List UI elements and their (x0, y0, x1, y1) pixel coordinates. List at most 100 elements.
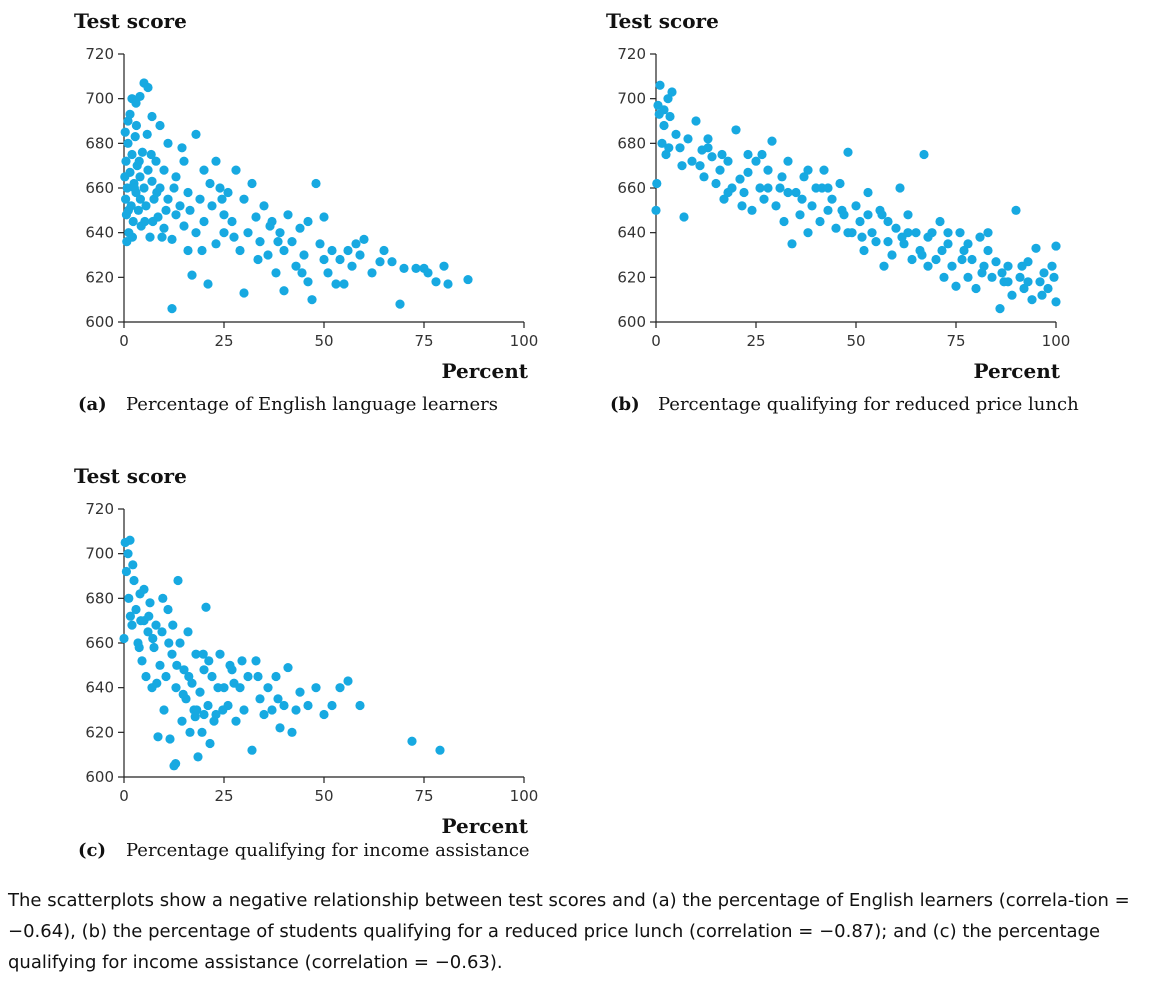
data-point (159, 223, 169, 233)
data-point (163, 194, 173, 204)
data-point (823, 183, 833, 193)
data-point (239, 705, 249, 715)
y-tick-label: 680 (617, 134, 646, 152)
data-point (158, 593, 168, 603)
data-point (267, 705, 277, 715)
data-point (299, 250, 309, 260)
data-point (185, 727, 195, 737)
data-point (947, 261, 957, 271)
data-point (791, 187, 801, 198)
x-tick-label: 25 (214, 787, 233, 805)
data-point (203, 700, 213, 711)
data-point (205, 178, 215, 189)
data-point (715, 165, 725, 175)
data-point (123, 205, 133, 215)
data-point (777, 172, 787, 182)
x-tick-label: 50 (846, 332, 865, 350)
panel-label: (c) (78, 840, 106, 861)
data-point (731, 125, 741, 135)
data-point (143, 627, 153, 637)
data-point (351, 239, 361, 249)
data-point (737, 201, 747, 211)
data-point (687, 156, 697, 166)
data-point (757, 149, 767, 160)
data-point (161, 671, 171, 682)
data-point (165, 734, 175, 744)
x-tick-label: 75 (414, 787, 433, 805)
data-point (395, 299, 405, 309)
data-point (957, 254, 967, 265)
data-point (1047, 261, 1057, 271)
data-point (279, 286, 289, 296)
data-point (347, 261, 357, 271)
data-point (719, 194, 729, 204)
data-point (883, 216, 893, 227)
data-point (843, 228, 853, 238)
data-point (157, 627, 167, 637)
data-point (157, 232, 167, 242)
data-point (207, 201, 217, 211)
data-point (707, 152, 717, 162)
data-point (123, 549, 133, 559)
data-point (137, 147, 147, 157)
data-point (167, 649, 177, 659)
y-tick-label: 640 (617, 224, 646, 242)
data-point (131, 604, 141, 615)
data-point (303, 216, 313, 227)
data-point (755, 183, 765, 193)
data-point (197, 727, 207, 737)
data-point (943, 228, 953, 238)
data-point (939, 272, 949, 282)
data-point (243, 228, 253, 238)
data-point (211, 156, 221, 166)
data-point (231, 165, 241, 175)
data-point (119, 633, 129, 644)
data-point (951, 281, 961, 291)
data-point (871, 237, 881, 247)
data-point (857, 232, 867, 242)
data-point (253, 671, 263, 682)
data-point (152, 187, 162, 198)
data-point (975, 232, 985, 242)
data-point (215, 183, 225, 193)
data-point (1039, 268, 1049, 278)
data-point (763, 183, 773, 193)
data-point (123, 138, 133, 148)
data-point (140, 216, 150, 227)
data-point (723, 187, 733, 198)
data-point (125, 611, 135, 621)
data-point (161, 205, 171, 215)
data-point (229, 678, 239, 688)
data-point (815, 216, 825, 227)
data-point (235, 245, 245, 256)
data-point (835, 178, 845, 189)
data-point (135, 172, 145, 182)
panel-caption: Percentage of English language learners (126, 394, 498, 415)
data-point (120, 127, 130, 137)
data-point (657, 138, 667, 148)
data-point (121, 194, 131, 204)
data-point (883, 237, 893, 247)
data-point (739, 187, 749, 198)
data-point (1043, 283, 1053, 294)
x-tick-label: 0 (651, 332, 661, 350)
data-point (1027, 295, 1037, 305)
data-point (652, 178, 662, 189)
data-point (691, 116, 701, 126)
data-point (355, 700, 365, 711)
data-point (807, 201, 817, 211)
x-tick-label: 25 (746, 332, 765, 350)
data-point (651, 205, 661, 215)
x-tick-label: 100 (1042, 332, 1071, 350)
data-point (191, 649, 201, 659)
data-point (243, 671, 253, 682)
data-point (963, 239, 973, 249)
data-point (919, 149, 929, 160)
x-tick-label: 100 (510, 332, 539, 350)
data-point (867, 228, 877, 238)
data-point (207, 671, 217, 682)
data-point (997, 268, 1007, 278)
x-axis-title: Percent (442, 359, 529, 383)
data-point (903, 228, 913, 238)
data-point (717, 149, 727, 160)
